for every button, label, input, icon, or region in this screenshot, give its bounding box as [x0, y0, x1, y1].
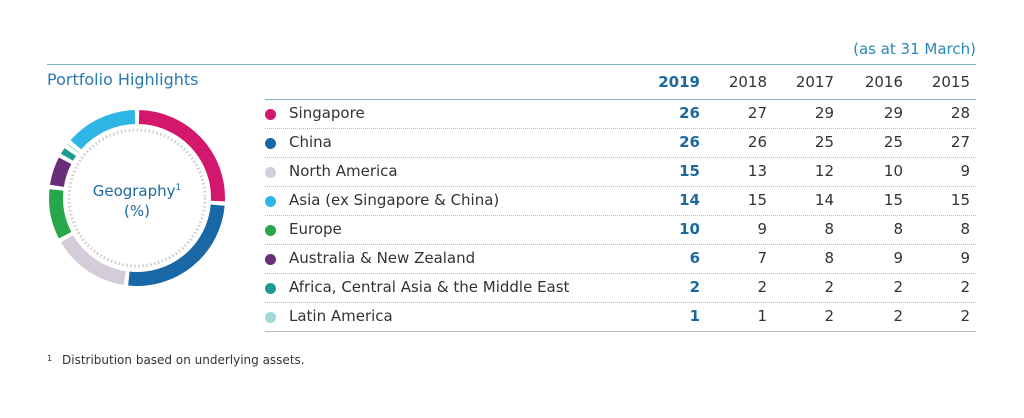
- cell-value: 15: [950, 191, 970, 209]
- cell-value: 13: [747, 162, 767, 180]
- cell-value: 26: [679, 104, 700, 122]
- row-rule: [265, 273, 976, 274]
- footnote-text: Distribution based on underlying assets.: [62, 353, 305, 367]
- legend-dot: [265, 312, 276, 323]
- cell-value: 9: [960, 162, 970, 180]
- as-at-note: (as at 31 March): [853, 40, 976, 58]
- cell-value: 2: [824, 307, 834, 325]
- row-rule: [265, 186, 976, 187]
- cell-value: 8: [824, 220, 834, 238]
- donut-ref: 1: [175, 183, 182, 193]
- column-header: 2018: [728, 73, 767, 91]
- legend-dot: [265, 254, 276, 265]
- donut-segment: [60, 235, 127, 286]
- donut-segment: [67, 143, 79, 154]
- cell-value: 2: [757, 278, 767, 296]
- row-rule: [265, 215, 976, 216]
- cell-value: 2: [893, 278, 903, 296]
- cell-value: 2: [689, 278, 700, 296]
- donut-title: Geography: [92, 182, 176, 200]
- row-rule: [265, 244, 976, 245]
- cell-value: 10: [883, 162, 903, 180]
- legend-dot: [265, 109, 276, 120]
- column-header: 2017: [795, 73, 834, 91]
- cell-value: 2: [960, 278, 970, 296]
- cell-value: 28: [950, 104, 970, 122]
- cell-value: 1: [757, 307, 767, 325]
- top-rule: [47, 64, 976, 65]
- row-rule: [265, 157, 976, 158]
- cell-value: 26: [679, 133, 700, 151]
- cell-value: 15: [747, 191, 767, 209]
- donut-segment: [138, 110, 225, 202]
- section-title: Portfolio Highlights: [47, 70, 199, 89]
- row-name: Europe: [289, 220, 342, 238]
- donut-segment: [49, 157, 72, 188]
- cell-value: 2: [893, 307, 903, 325]
- cell-value: 2: [824, 278, 834, 296]
- row-rule: [265, 128, 976, 129]
- cell-value: 14: [679, 191, 700, 209]
- legend-dot: [265, 138, 276, 149]
- cell-value: 15: [883, 191, 903, 209]
- cell-value: 25: [883, 133, 903, 151]
- donut-segment: [70, 110, 136, 150]
- cell-value: 9: [960, 249, 970, 267]
- inner-ring: [67, 128, 207, 268]
- cell-value: 9: [893, 249, 903, 267]
- cell-value: 8: [824, 249, 834, 267]
- donut-segment: [49, 189, 72, 239]
- legend-dot: [265, 196, 276, 207]
- footnote-marker: 1: [47, 354, 53, 363]
- row-name: Asia (ex Singapore & China): [289, 191, 500, 209]
- cell-value: 15: [679, 162, 700, 180]
- donut-segment: [60, 148, 77, 161]
- cell-value: 8: [960, 220, 970, 238]
- row-name: North America: [289, 162, 398, 180]
- cell-value: 9: [757, 220, 767, 238]
- row-name: Australia & New Zealand: [289, 249, 476, 267]
- cell-value: 2: [960, 307, 970, 325]
- row-name: Latin America: [289, 307, 393, 325]
- cell-value: 14: [814, 191, 834, 209]
- column-header: 2019: [658, 73, 700, 91]
- donut-unit: (%): [124, 202, 150, 220]
- legend-dot: [265, 225, 276, 236]
- column-header: 2016: [864, 73, 903, 91]
- cell-value: 29: [814, 104, 834, 122]
- cell-value: 1: [689, 307, 700, 325]
- cell-value: 12: [814, 162, 834, 180]
- row-name: Africa, Central Asia & the Middle East: [289, 278, 570, 296]
- legend-dot: [265, 167, 276, 178]
- cell-value: 27: [950, 133, 970, 151]
- cell-value: 10: [679, 220, 700, 238]
- cell-value: 29: [883, 104, 903, 122]
- legend-dot: [265, 283, 276, 294]
- row-name: Singapore: [289, 104, 365, 122]
- cell-value: 26: [747, 133, 767, 151]
- row-rule: [265, 302, 976, 303]
- cell-value: 25: [814, 133, 834, 151]
- cell-value: 27: [747, 104, 767, 122]
- header-rule: [265, 99, 976, 100]
- bottom-rule: [265, 331, 976, 332]
- donut-chart: [49, 110, 225, 286]
- row-name: China: [289, 133, 332, 151]
- donut-segment: [128, 204, 225, 286]
- cell-value: 6: [689, 249, 700, 267]
- column-header: 2015: [931, 73, 970, 91]
- cell-value: 8: [893, 220, 903, 238]
- donut-label: Geography1 (%): [62, 178, 212, 221]
- cell-value: 7: [757, 249, 767, 267]
